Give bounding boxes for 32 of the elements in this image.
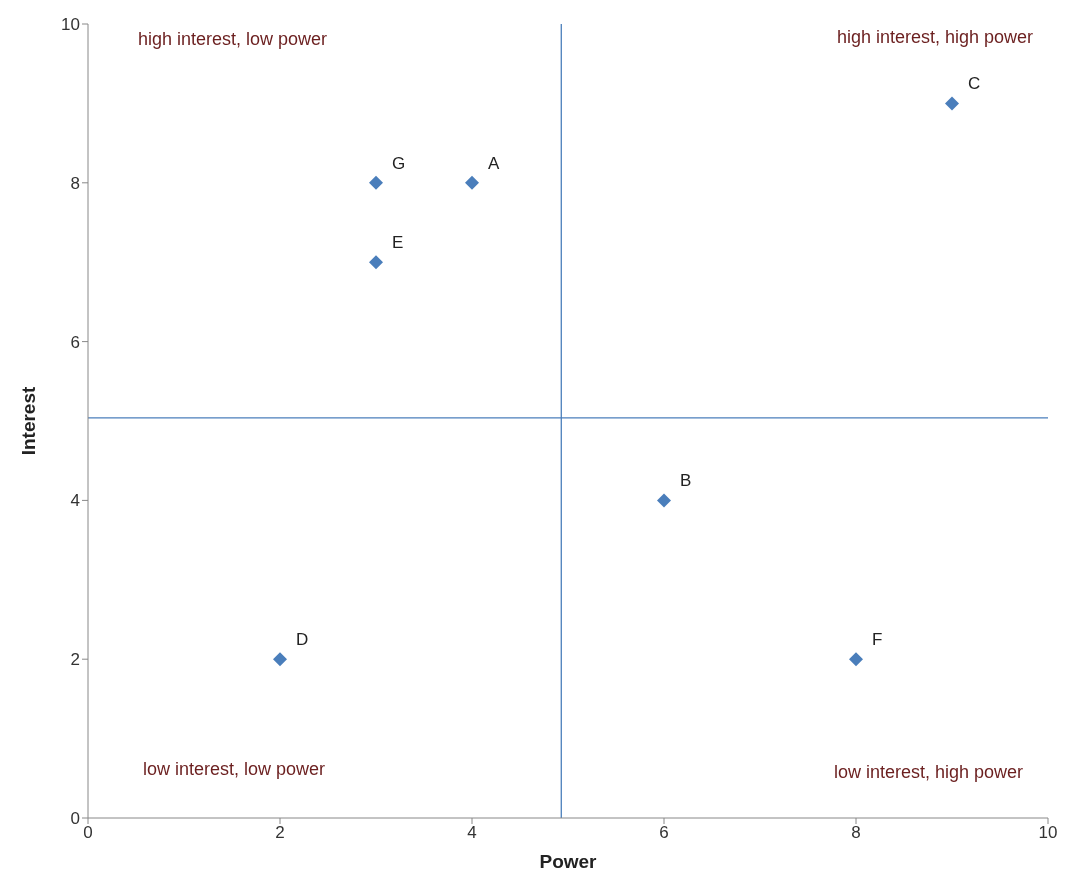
y-axis-title: Interest (17, 386, 39, 456)
point (369, 175, 383, 190)
data-label: D (296, 630, 309, 650)
x-tick-label: 6 (659, 823, 669, 843)
data-label: C (968, 74, 981, 94)
x-tick-label: 4 (467, 823, 477, 843)
y-tick-label: 0 (70, 809, 80, 829)
point (369, 255, 383, 270)
point (945, 96, 959, 111)
annotation: low interest, low power (143, 759, 326, 780)
x-tick-label: 10 (1038, 823, 1058, 843)
annotation: low interest, high power (833, 762, 1023, 783)
point (273, 652, 287, 667)
data-label: F (872, 630, 883, 650)
y-tick-label: 2 (70, 650, 80, 670)
point (849, 652, 863, 667)
y-tick-label: 8 (70, 173, 80, 193)
x-tick-label: 8 (851, 823, 861, 843)
data-label: B (680, 471, 692, 491)
x-axis-title: Power (539, 851, 598, 872)
y-tick-label: 4 (70, 491, 80, 511)
annotation: high interest, high power (836, 27, 1033, 48)
point (657, 493, 671, 508)
y-tick-label: 6 (70, 332, 80, 352)
y-tick-label: 10 (61, 15, 80, 35)
data-label: G (392, 153, 406, 173)
data-label: A (488, 153, 500, 173)
point (465, 175, 479, 190)
x-tick-label: 2 (275, 823, 285, 843)
x-tick-label: 0 (83, 823, 93, 843)
data-label: E (392, 233, 404, 253)
annotation: high interest, low power (138, 29, 328, 50)
